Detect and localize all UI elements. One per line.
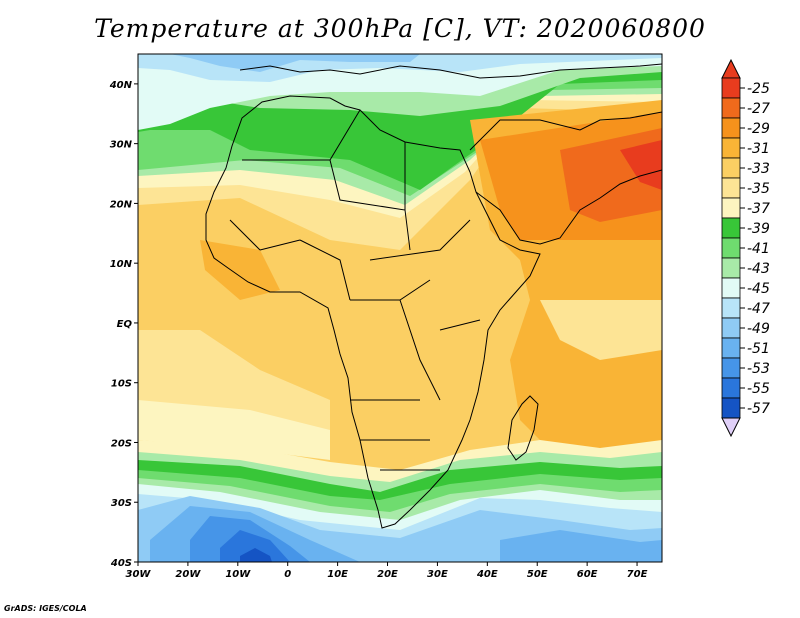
lon-tick-label: 60E [577,569,598,580]
chart-title: Temperature at 300hPa [C], VT: 202006080… [94,14,706,43]
colorbar-segment [721,397,741,419]
colorbar-segment [721,197,741,219]
longitude-labels: 30W 20W 10W 0 10E 20E 30E 40E 50E 60E 70E [126,569,648,580]
colorbar-label: -33 [747,161,770,177]
lat-tick-label: 30S [111,498,132,509]
colorbar-segment [721,317,741,339]
axis-ticks [134,83,638,566]
plot-frame [137,53,663,563]
colorbar-segment [721,217,741,239]
colorbar-segment [721,377,741,399]
band-blue-mid [170,54,420,72]
warm-west-africa [200,240,280,300]
lat-tick-label: 40S [110,558,132,569]
colorbar-label: -31 [747,141,770,157]
colorbar-segment [721,117,741,139]
lat-tick-label: 40N [109,80,133,91]
lon-tick-label: 30E [427,569,448,580]
colorbar-label: -27 [747,101,770,117]
lon-tick-label: 10E [327,569,348,580]
colorbar-label: -49 [747,321,770,337]
warm-core-4 [620,140,662,190]
africa-coast [205,95,541,529]
colorbar-segment [721,337,741,359]
colorbar-label: -45 [747,281,770,297]
lat-tick-label: 20N [110,199,133,210]
band-south-12 [240,548,272,562]
arabia-coast [469,111,662,245]
latitude-labels: 40N 30N 20N 10N EQ 10S 20S 30S 40S [109,80,133,569]
lat-tick-label: EQ [117,319,133,330]
grads-credit: GrADS: IGES/COLA [4,604,87,613]
colorbar-label: -55 [747,381,770,397]
colorbar-segment [721,257,741,279]
colorbar-segment [721,137,741,159]
colorbar-label: -29 [747,121,770,137]
lon-tick-label: 40E [476,569,498,580]
colorbar-segment [721,97,741,119]
lat-tick-label: 10N [110,259,133,270]
band-south-11 [220,530,290,562]
lat-tick-label: 20S [111,438,132,449]
internal-borders [229,109,481,471]
lon-tick-label: 10W [225,569,251,580]
colorbar-segment [721,157,741,179]
colorbar-label: -57 [747,401,770,417]
lon-tick-label: 30W [126,569,152,580]
colorbar-label: -39 [747,221,770,237]
colorbar-label: -51 [747,341,770,357]
temperature-field [138,54,662,562]
lon-tick-label: 70E [627,569,648,580]
colorbar-segment [721,77,741,99]
colorbar-label: -37 [747,201,770,217]
colorbar-label: -53 [747,361,770,377]
colorbar-label: -47 [747,301,770,317]
europe-coast [239,63,662,79]
colorbar-segment [721,177,741,199]
lon-tick-label: 0 [284,569,291,580]
colorbar-label: -35 [747,181,770,197]
colorbar-top-arrow [721,58,741,79]
colorbar-label: -25 [747,81,770,97]
lat-tick-label: 30N [110,140,133,151]
colorbar-segment [721,297,741,319]
colorbar-segment [721,277,741,299]
lon-tick-label: 50E [527,569,548,580]
colorbar-bottom-arrow [721,417,741,438]
lon-tick-label: 20W [175,569,201,580]
colorbar-segment [721,237,741,259]
warm-atlantic-2 [138,400,330,460]
lon-tick-label: 20E [377,569,398,580]
warm-indian [540,300,662,360]
colorbar-label: -43 [747,261,770,277]
madagascar [507,395,539,461]
lat-tick-label: 10S [111,379,132,390]
colorbar: -25 -27 -29 -31 -33 -35 -37 -39 -41 -43 -45 -47 -49 -… [721,58,770,438]
colorbar-segment [721,357,741,379]
colorbar-label: -41 [747,241,770,257]
coastlines [205,63,662,529]
